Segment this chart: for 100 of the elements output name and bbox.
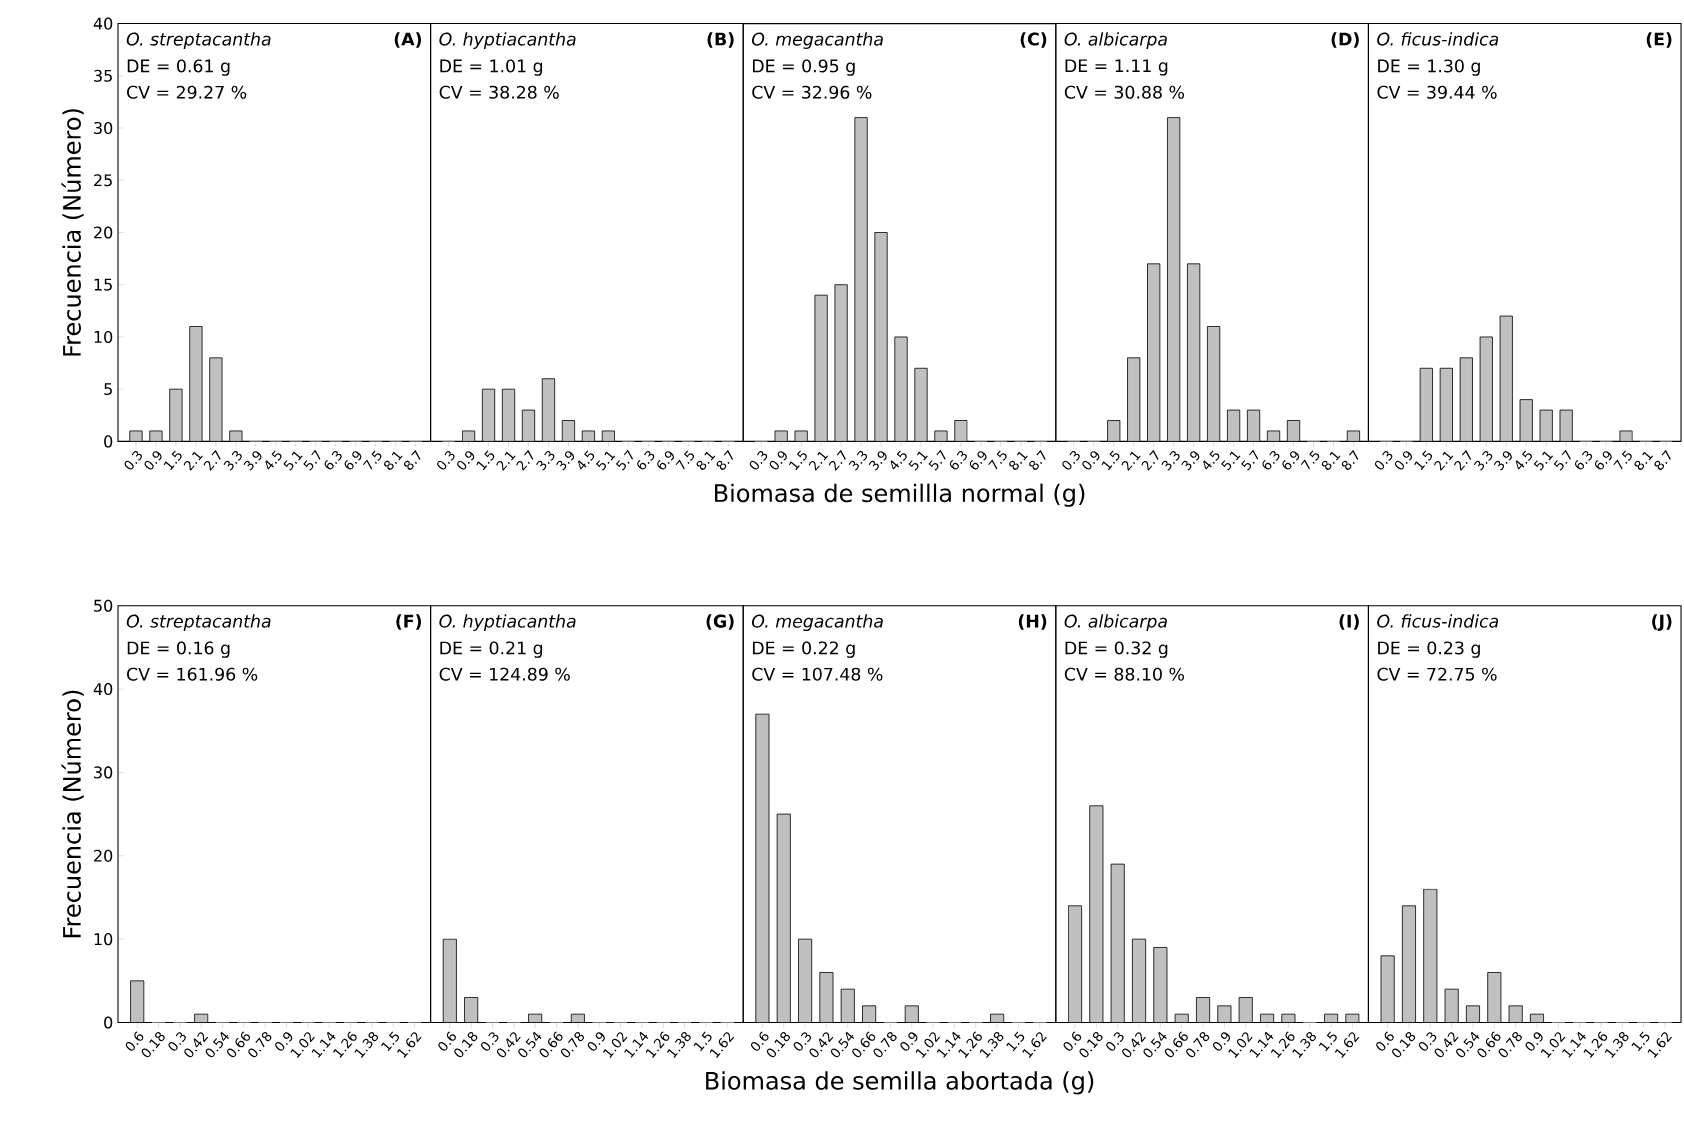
x-tick-label: 3.3 [536, 451, 555, 471]
y-tick-label: 10 [94, 330, 113, 343]
x-tick-label: 0.3 [1106, 1032, 1124, 1051]
x-tick-label: 0.3 [749, 451, 768, 470]
annotation: DE = 0.61 g [127, 59, 230, 76]
x-tick-label: 1.5 [1101, 450, 1120, 471]
x-tick-label: 0.3 [124, 451, 142, 470]
x-tick-label: 3.9 [868, 451, 887, 471]
annotation: CV = 32.96 % [752, 85, 872, 99]
x-tick-label: 5.1 [1221, 451, 1241, 471]
bar [461, 430, 476, 442]
x-tick-label: 6.3 [324, 451, 342, 470]
x-tick-label: 0.6 [1376, 1031, 1394, 1051]
x-tick-label: 5.7 [1553, 449, 1571, 471]
x-tick-label: 8.7 [1341, 449, 1359, 470]
annotation: (D) [1331, 32, 1359, 48]
x-tick-label: 2.7 [1141, 449, 1159, 471]
x-tick-label: 3.3 [223, 451, 242, 471]
bar [561, 420, 576, 442]
annotation: CV = 107.48 % [752, 667, 883, 681]
annotation: CV = 39.44 % [1377, 85, 1497, 99]
chart-title: O. streptacantha [126, 614, 271, 632]
x-tick-label: 2.7 [203, 449, 221, 471]
x-tick-label: 0.3 [1374, 451, 1393, 470]
x-tick-label: 1.5 [1318, 1031, 1337, 1052]
x-tick-label: 5.1 [283, 451, 303, 471]
annotation: DE = 1.30 g [1378, 59, 1480, 76]
y-tick-label: 5 [104, 383, 112, 396]
x-tick-label: 0.9 [900, 1032, 918, 1051]
chart-title: O. megacantha [751, 32, 883, 49]
y-tick-label: 15 [94, 278, 112, 291]
bar [521, 409, 536, 442]
x-tick-label: 2.1 [496, 451, 516, 471]
x-tick-label: 1.5 [163, 450, 182, 471]
annotation: DE = 0.95 g [752, 59, 855, 76]
x-tick-label: 3.9 [243, 451, 262, 471]
y-tick-label: 0 [104, 435, 113, 448]
x-tick-label: 0.3 [437, 451, 455, 470]
y-tick-label: 20 [94, 849, 113, 862]
x-tick-label: 4.5 [578, 450, 595, 470]
x-tick-label: 7.5 [362, 450, 382, 470]
x-tick-label: 7.5 [1300, 450, 1320, 470]
x-tick-label: 8.7 [1654, 449, 1671, 470]
x-tick-label: 6.9 [969, 451, 987, 470]
annotation: (F) [396, 614, 422, 630]
x-tick-label: 8.1 [696, 451, 716, 470]
annotation: (A) [394, 32, 422, 48]
annotation: DE = 1.11 g [1065, 59, 1168, 76]
x-tick-label: 2.7 [828, 449, 846, 471]
x-tick-label: 7.5 [675, 450, 695, 470]
x-tick-label: 8.7 [716, 449, 734, 470]
annotation: DE = 0.23 g [1378, 641, 1480, 658]
y-tick-label: 30 [94, 121, 113, 135]
bar [1401, 905, 1416, 1023]
x-tick-label: 0.9 [1394, 451, 1413, 470]
x-tick-label: 0.9 [1212, 1032, 1231, 1051]
x-tick-label: 0.9 [275, 1032, 293, 1051]
bar [1487, 972, 1502, 1023]
annotation: (C) [1020, 32, 1047, 48]
annotation: (E) [1646, 32, 1672, 48]
x-tick-label: 6.9 [1594, 451, 1612, 470]
x-tick-label: 3.9 [1493, 451, 1512, 471]
x-tick-label: 7.5 [1613, 450, 1632, 470]
bar [776, 813, 791, 1023]
annotation: CV = 88.10 % [1064, 667, 1185, 681]
bar [541, 378, 556, 442]
x-tick-label: 8.1 [1634, 451, 1654, 470]
x-tick-label: 4.5 [890, 450, 907, 470]
y-tick-label: 35 [94, 69, 112, 82]
bar [1110, 863, 1125, 1023]
bar [581, 430, 595, 442]
annotation: DE = 0.22 g [752, 641, 855, 658]
chart-title: O. hyptiacantha [439, 614, 576, 632]
x-tick-label: 1.5 [1414, 450, 1433, 471]
annotation: (B) [707, 32, 734, 48]
x-tick-label: 3.9 [1181, 451, 1200, 471]
x-tick-label: 2.1 [1434, 451, 1454, 471]
bar [894, 336, 908, 442]
chart-title: O. albicarpa [1064, 32, 1167, 49]
x-tick-label: 3.3 [848, 451, 868, 471]
x-tick-label: 2.1 [183, 451, 203, 471]
bar [1423, 888, 1438, 1023]
x-tick-label: 0.9 [587, 1032, 605, 1051]
y-tick-label: 40 [93, 17, 113, 30]
bar [481, 388, 496, 442]
x-tick-label: 6.3 [1262, 451, 1280, 470]
x-tick-label: 5.1 [595, 451, 616, 471]
x-tick-label: 0.6 [438, 1031, 456, 1051]
x-tick-label: 6.9 [657, 451, 674, 470]
x-tick-label: 1.5 [693, 1031, 712, 1052]
chart-title: O. ficus-indica [1377, 614, 1499, 628]
chart-title: O. megacantha [751, 614, 883, 632]
x-tick-label: 3.9 [556, 451, 575, 471]
bar [914, 367, 928, 442]
x-tick-label: 5.1 [908, 451, 928, 471]
x-tick-label: 3.3 [1161, 451, 1180, 471]
x-tick-label: 5.7 [615, 449, 634, 471]
x-tick-label: 2.1 [808, 451, 829, 471]
x-tick-label: 5.7 [928, 449, 946, 471]
chart-title: O. albicarpa [1064, 614, 1167, 632]
